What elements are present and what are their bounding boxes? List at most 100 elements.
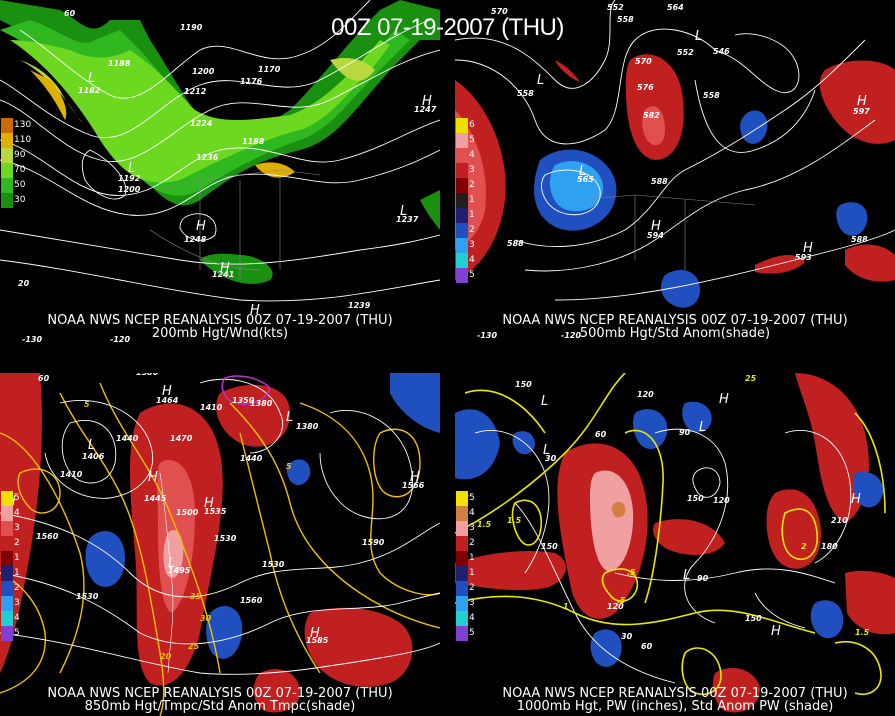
contour-label: 1530 xyxy=(76,592,99,601)
high-marker: H xyxy=(651,219,661,234)
contour-label: 1247 xyxy=(414,105,437,114)
legend-label: 1 xyxy=(469,568,475,578)
contour-label: 552 xyxy=(607,3,624,12)
temp-label: 5 xyxy=(84,400,90,409)
legend-swatch: 70 xyxy=(1,163,25,178)
pw-label: 1.5 xyxy=(507,516,522,525)
legend-swatch: 2 xyxy=(456,581,475,596)
high-marker: H xyxy=(148,470,158,485)
low-marker: L xyxy=(128,161,135,176)
legend-swatch: 4 xyxy=(1,611,20,626)
high-marker: H xyxy=(803,241,813,256)
contour-label: 1212 xyxy=(184,87,207,96)
panel-caption-variable: 1000mb Hgt, PW (inches), Std Anom PW (sh… xyxy=(516,699,834,714)
contour-label: 1236 xyxy=(196,153,219,162)
legend-label: 5 xyxy=(469,135,475,145)
contour-label: 558 xyxy=(617,15,634,24)
panel-850mb: H L L H H H L H H 1380 1464 1410 1440 14… xyxy=(0,373,440,716)
contour-label: 90 xyxy=(679,428,691,437)
legend-swatch: 5 xyxy=(456,133,475,148)
contour-label: 1530 xyxy=(262,560,285,569)
contour-label: 1590 xyxy=(362,538,385,547)
legend-label: 2 xyxy=(469,180,475,190)
legend-label: 70 xyxy=(14,165,26,175)
contour-label: 60 xyxy=(641,642,653,651)
temp-label: 20 xyxy=(160,652,172,661)
high-marker: H xyxy=(422,94,432,109)
legend-swatch: 5 xyxy=(1,491,20,506)
legend-label: 1 xyxy=(469,553,475,563)
legend-label: 5 xyxy=(14,493,20,503)
contour-label: 558 xyxy=(703,91,720,100)
contour-label: 552 xyxy=(677,48,694,57)
high-marker: H xyxy=(204,496,214,511)
legend-label: 3 xyxy=(14,523,20,533)
legend-label: 1 xyxy=(14,553,20,563)
contour-label: 1188 xyxy=(242,137,265,146)
legend-label: 4 xyxy=(469,255,475,265)
contour-label: 1237 xyxy=(396,215,419,224)
contour-label: 150 xyxy=(541,542,558,551)
legend-label: 30 xyxy=(14,195,26,205)
contour-label: 576 xyxy=(637,83,654,92)
contour-label: 597 xyxy=(853,107,870,116)
longitude-label: -120 xyxy=(110,335,130,343)
legend-swatch: 3 xyxy=(1,521,20,536)
low-marker: L xyxy=(537,73,544,88)
legend-swatch: 5 xyxy=(1,626,20,641)
legend-label: 2 xyxy=(14,538,20,548)
low-marker: L xyxy=(695,29,702,44)
legend-swatch: 4 xyxy=(456,253,475,268)
temp-label: 25 xyxy=(188,642,200,651)
contour-label: 582 xyxy=(643,111,660,120)
legend-swatch: 90 xyxy=(1,148,25,163)
contour-label: 120 xyxy=(607,602,624,611)
legend-swatch: 4 xyxy=(456,506,475,521)
map-850mb: H L L H H H L H H 1380 1464 1410 1440 14… xyxy=(0,373,440,716)
contour-label: 1410 xyxy=(60,470,83,479)
legend-label: 4 xyxy=(469,508,475,518)
contour-label: 1406 xyxy=(82,452,105,461)
legend-label: 5 xyxy=(469,270,475,280)
contour-label: 1239 xyxy=(348,301,371,310)
contour-label: 120 xyxy=(637,390,654,399)
pw-label: 1.5 xyxy=(855,628,870,637)
legend-200mb: 130 110 90 70 50 30 xyxy=(1,118,31,208)
contour-label: 558 xyxy=(517,89,534,98)
legend-label: 130 xyxy=(14,120,32,130)
panel-1000mb: L L H H L H L H 150 120 90 60 30 150 120… xyxy=(455,373,895,716)
legend-label: 110 xyxy=(14,135,32,145)
contour-label: 1182 xyxy=(78,86,101,95)
legend-swatch: 130 xyxy=(1,118,31,133)
pw-label: 25 xyxy=(745,374,757,383)
legend-swatch: 1 xyxy=(456,208,475,223)
legend-swatch: 4 xyxy=(1,506,20,521)
contour-label: 1495 xyxy=(168,566,191,575)
longitude-label: -130 xyxy=(22,335,42,343)
legend-label: 4 xyxy=(469,613,475,623)
legend-label: 2 xyxy=(469,538,475,548)
legend-label: 90 xyxy=(14,150,26,160)
legend-swatch: 3 xyxy=(456,238,475,253)
legend-1000mb: 5 4 3 2 1 1 2 3 4 5 xyxy=(456,491,475,641)
longitude-label: -130 xyxy=(477,331,497,340)
legend-label: 5 xyxy=(14,628,20,638)
contour-label: 588 xyxy=(851,235,868,244)
latitude-label: 60 xyxy=(64,9,76,18)
legend-swatch: 2 xyxy=(1,581,20,596)
low-marker: L xyxy=(286,410,293,425)
contour-label: 30 xyxy=(621,632,633,641)
contour-label: 180 xyxy=(821,542,838,551)
map-1000mb: L L H H L H L H 150 120 90 60 30 150 120… xyxy=(455,373,895,713)
legend-label: 3 xyxy=(469,165,475,175)
legend-swatch: 1 xyxy=(456,566,475,581)
contour-label: 570 xyxy=(491,7,508,16)
legend-label: 4 xyxy=(14,508,20,518)
contour-label: 1560 xyxy=(240,596,263,605)
legend-swatch: 1 xyxy=(456,551,475,566)
legend-swatch: 5 xyxy=(456,491,475,506)
legend-label: 2 xyxy=(469,225,475,235)
contour-label: 1380 xyxy=(296,422,319,431)
contour-label: 1248 xyxy=(184,235,207,244)
legend-swatch: 1 xyxy=(456,193,475,208)
